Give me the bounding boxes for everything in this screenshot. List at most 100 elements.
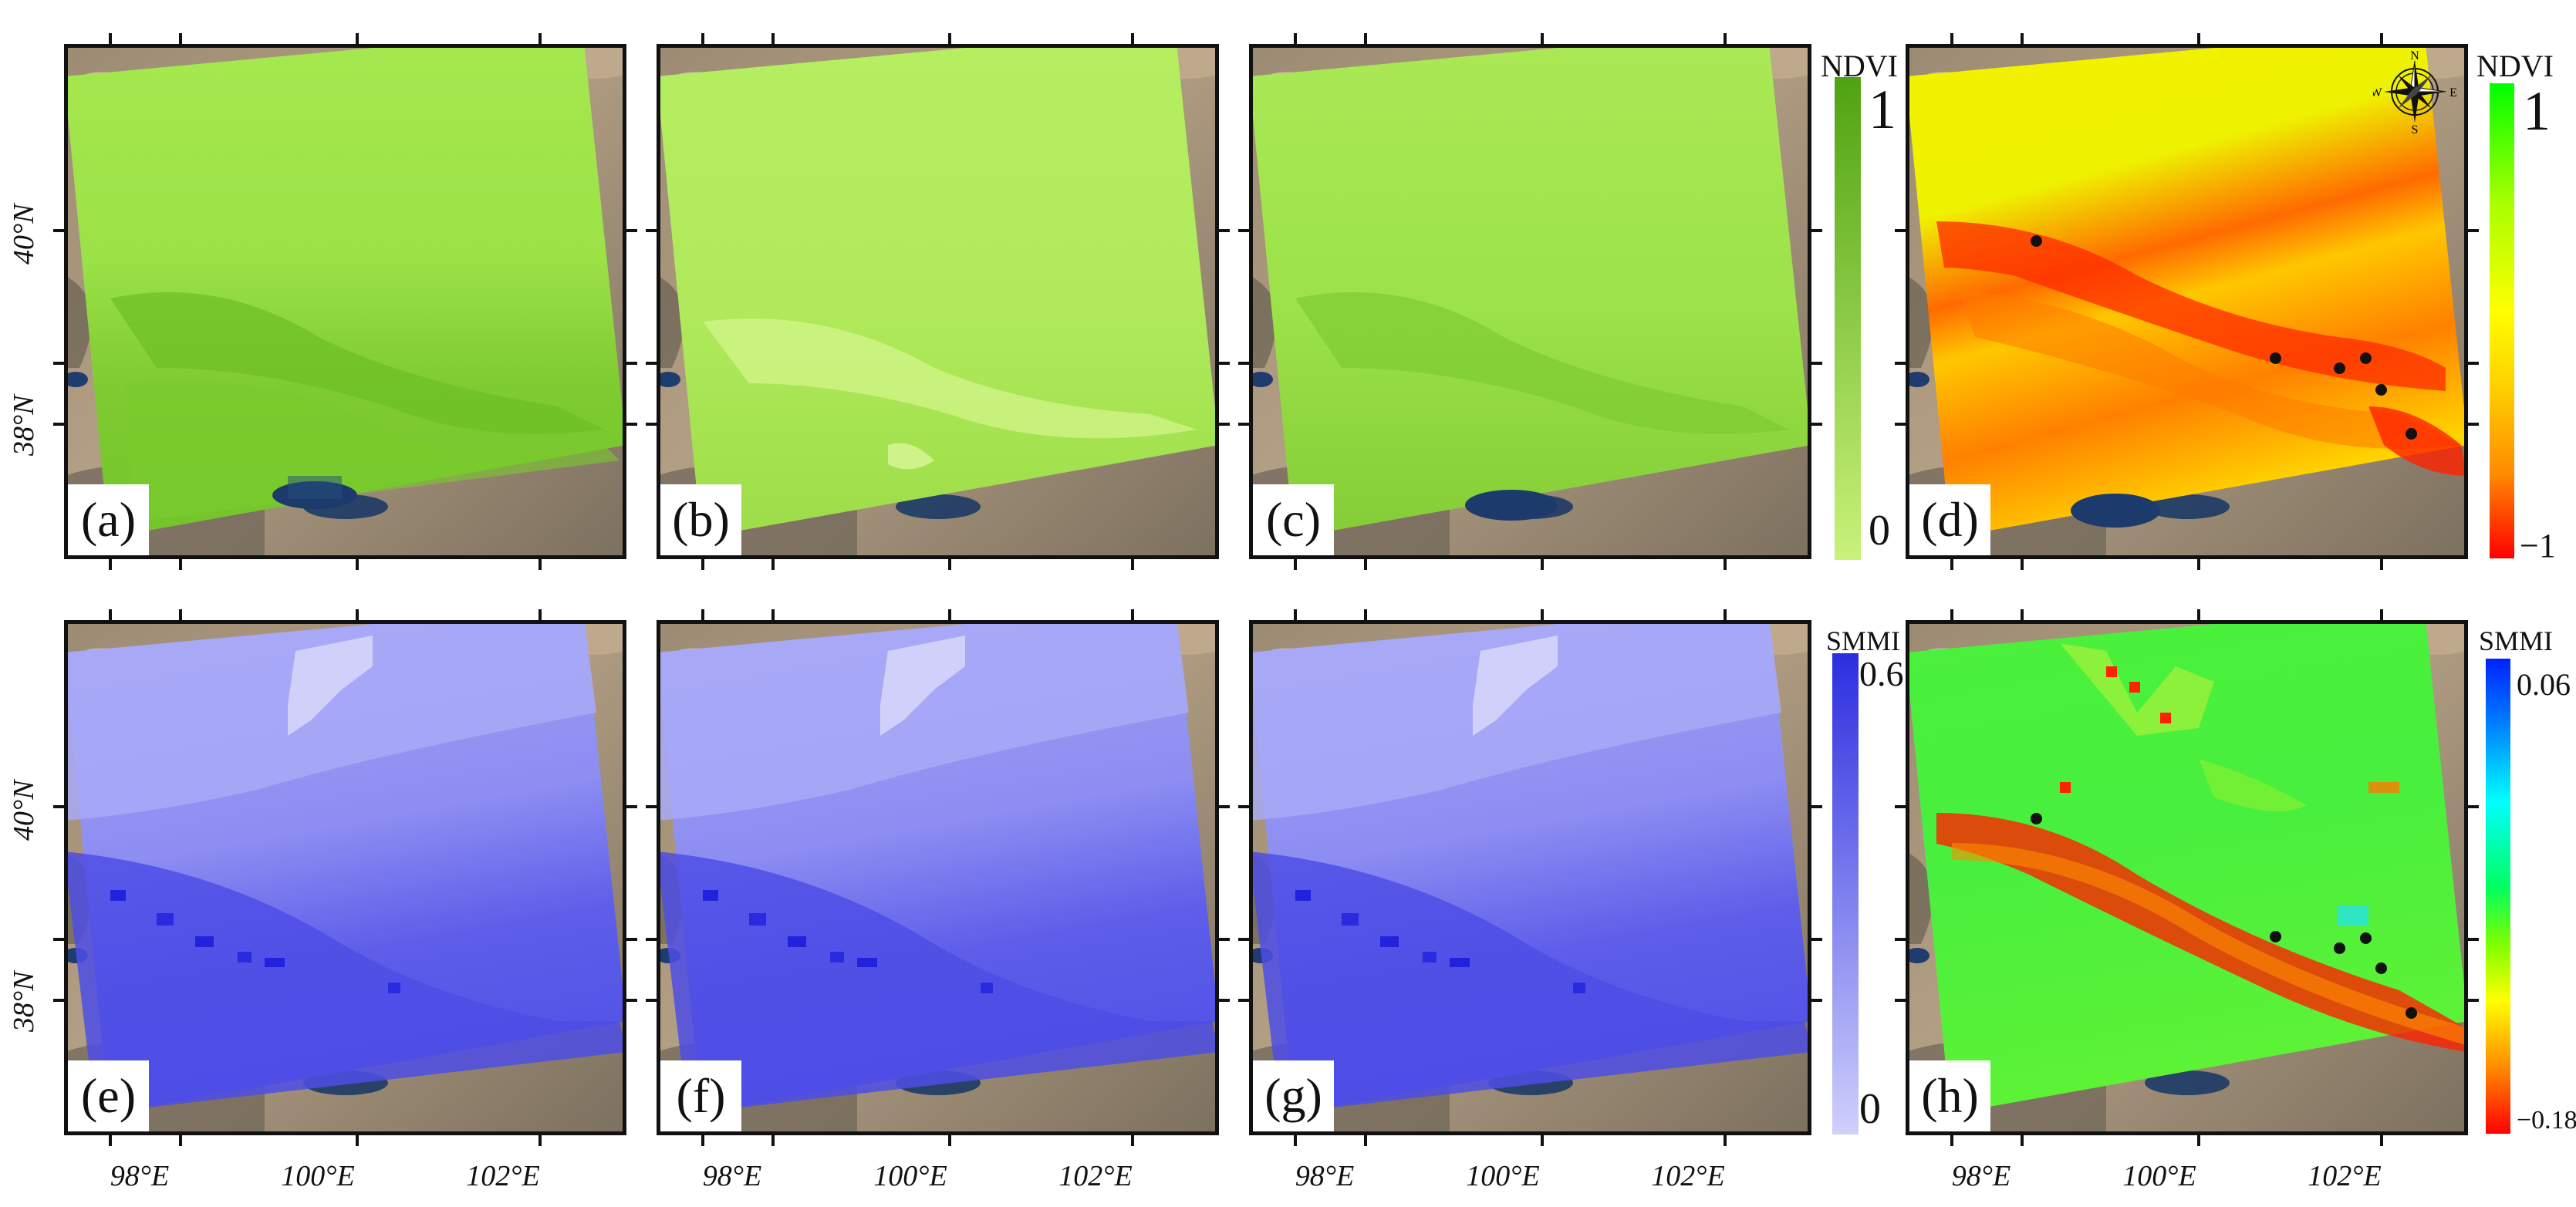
colorbar-title: SMMI — [2479, 625, 2554, 656]
tick-mark — [2468, 362, 2479, 365]
tick-mark — [53, 805, 64, 808]
tick-mark — [1895, 805, 1906, 808]
tick-mark — [948, 33, 951, 44]
tick-mark — [356, 33, 359, 44]
compass-north-label: N — [2410, 50, 2419, 62]
ndvi-map — [64, 44, 626, 559]
station-marker — [2375, 384, 2387, 396]
tick-mark — [1238, 938, 1249, 941]
colorbar-min-label: 0 — [1869, 507, 1890, 555]
smmi-difference-colorbar — [2486, 659, 2510, 1134]
tick-mark — [356, 559, 359, 570]
lon-label-100e: 100°E — [281, 1160, 355, 1192]
tick-mark — [1219, 805, 1230, 808]
tick-mark — [1238, 999, 1249, 1002]
tick-mark — [646, 229, 657, 232]
tick-mark — [356, 1135, 359, 1146]
tick-mark — [626, 999, 637, 1002]
tick-mark — [1541, 559, 1544, 570]
colorbar-max-label: 0.06 — [2517, 667, 2571, 702]
tick-mark — [1541, 33, 1544, 44]
tick-mark — [2021, 33, 2024, 44]
panel-label: (b) — [660, 484, 741, 555]
compass-east-label: E — [2449, 86, 2456, 99]
tick-mark — [2380, 609, 2383, 620]
panel-label: (d) — [1909, 484, 1990, 555]
tick-mark — [626, 362, 637, 365]
tick-mark — [771, 33, 775, 44]
tick-mark — [1724, 33, 1727, 44]
tick-mark — [109, 1135, 112, 1146]
lat-label-38n: 38°N — [8, 395, 40, 456]
tick-mark — [1950, 33, 1953, 44]
smmi-map — [657, 620, 1219, 1135]
tick-mark — [2197, 609, 2200, 620]
smmi-difference-map — [1906, 620, 2468, 1135]
tick-mark — [701, 33, 704, 44]
lon-label-98e: 98°E — [110, 1160, 170, 1192]
tick-mark — [646, 423, 657, 426]
tick-mark — [538, 33, 542, 44]
colorbar-min-label: 0 — [1859, 1085, 1881, 1133]
tick-mark — [2021, 559, 2024, 570]
lon-label-102e: 102°E — [1058, 1160, 1133, 1192]
compass-rose-icon: N S E W — [2373, 50, 2456, 133]
tick-mark — [626, 229, 637, 232]
tick-mark — [1219, 423, 1230, 426]
tick-mark — [1895, 423, 1906, 426]
tick-mark — [2197, 33, 2200, 44]
tick-mark — [1895, 938, 1906, 941]
ndvi-colorbar — [1835, 77, 1861, 560]
ndvi-difference-colorbar — [2490, 83, 2514, 558]
smmi-map — [1249, 620, 1811, 1135]
tick-mark — [1724, 1135, 1727, 1146]
tick-mark — [1238, 362, 1249, 365]
tick-mark — [646, 362, 657, 365]
tick-mark — [1950, 559, 1953, 570]
tick-mark — [2468, 805, 2479, 808]
tick-mark — [1811, 229, 1822, 232]
tick-mark — [646, 938, 657, 941]
panel-h: (h) — [1906, 620, 2468, 1135]
compass-south-label: S — [2412, 123, 2419, 133]
tick-mark — [1364, 559, 1367, 570]
tick-mark — [2380, 559, 2383, 570]
tick-mark — [1895, 229, 1906, 232]
colorbar-min-label: −1 — [2520, 527, 2556, 565]
lon-label-98e: 98°E — [1295, 1160, 1355, 1192]
station-marker — [2375, 963, 2387, 974]
tick-mark — [2468, 423, 2479, 426]
panel-label: (f) — [660, 1060, 741, 1131]
tick-mark — [1294, 1135, 1297, 1146]
panel-label: (a) — [68, 484, 149, 555]
panel-d: N S E W (d) — [1906, 44, 2468, 559]
tick-mark — [538, 559, 542, 570]
tick-mark — [701, 609, 704, 620]
tick-mark — [1811, 805, 1822, 808]
tick-mark — [771, 1135, 775, 1146]
tick-mark — [1811, 362, 1822, 365]
ndvi-map — [1249, 44, 1811, 559]
tick-mark — [1895, 999, 1906, 1002]
compass-west-label: W — [2373, 86, 2382, 99]
tick-mark — [2380, 33, 2383, 44]
lat-label-40n: 40°N — [8, 204, 40, 265]
station-marker — [2334, 942, 2345, 954]
tick-mark — [1364, 609, 1367, 620]
station-marker — [2270, 931, 2281, 942]
lon-label-98e: 98°E — [702, 1160, 762, 1192]
colorbar-min-label: −0.18 — [2517, 1106, 2576, 1135]
tick-mark — [53, 229, 64, 232]
station-marker — [2031, 813, 2042, 824]
tick-mark — [2197, 1135, 2200, 1146]
colorbar-title: NDVI — [2476, 49, 2554, 83]
tick-mark — [1950, 1135, 1953, 1146]
tick-mark — [948, 1135, 951, 1146]
tick-mark — [646, 805, 657, 808]
panel-f: (f) — [657, 620, 1219, 1135]
station-marker — [2270, 352, 2281, 364]
colorbar-max-label: 1 — [1869, 79, 1896, 140]
lat-label-40n: 40°N — [8, 780, 40, 841]
station-marker — [2406, 428, 2417, 440]
tick-mark — [53, 938, 64, 941]
